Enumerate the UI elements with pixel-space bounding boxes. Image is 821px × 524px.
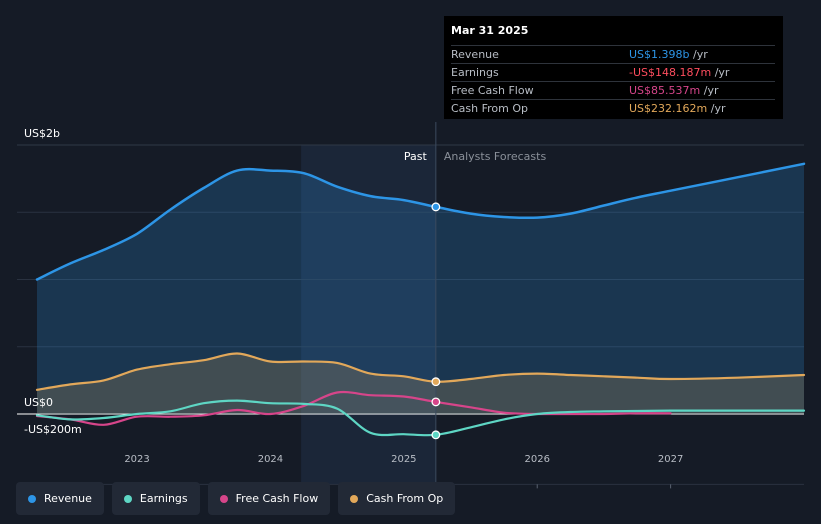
tooltip-row-earnings: Earnings -US$148.187m /yr	[451, 63, 775, 81]
legend-label: Earnings	[139, 492, 188, 505]
legend-label: Cash From Op	[366, 492, 444, 505]
tooltip-label: Cash From Op	[451, 102, 529, 115]
series-markers	[431, 202, 441, 440]
marker-cash-from-op	[431, 377, 441, 387]
tooltip-unit: /yr	[693, 48, 708, 61]
tooltip-row-free-cash-flow: Free Cash Flow US$85.537m /yr	[451, 81, 775, 99]
tooltip-label: Free Cash Flow	[451, 84, 534, 97]
area-cash-from-op	[37, 353, 804, 414]
forecast-label: Analysts Forecasts	[444, 150, 547, 163]
tooltip-value: US$85.537m	[629, 84, 701, 97]
tooltip-unit: /yr	[703, 84, 719, 97]
tooltip-unit: /yr	[710, 102, 726, 115]
legend: Revenue Earnings Free Cash Flow Cash Fro…	[16, 482, 456, 515]
y-axis-label: -US$200m	[24, 423, 82, 436]
series-areas	[37, 163, 804, 414]
legend-item-free-cash-flow[interactable]: Free Cash Flow	[207, 482, 331, 515]
legend-item-cash-from-op[interactable]: Cash From Op	[338, 482, 456, 515]
legend-label: Revenue	[44, 492, 92, 505]
line-cash-from-op	[35, 352, 806, 391]
past-label: Past	[404, 150, 428, 163]
legend-label: Free Cash Flow	[235, 492, 319, 505]
marker-revenue	[431, 202, 441, 212]
tooltip-date: Mar 31 2025	[451, 24, 529, 37]
legend-dot-icon	[350, 494, 359, 503]
x-tick-label: 2027	[658, 454, 683, 465]
series-lines	[35, 162, 806, 437]
legend-dot-icon	[123, 494, 132, 503]
line-revenue	[35, 162, 806, 281]
y-axis-labels: US$2b US$0 -US$200m	[24, 127, 82, 436]
tooltip-value: -US$148.187m	[629, 66, 712, 79]
line-earnings	[35, 399, 806, 437]
legend-item-revenue[interactable]: Revenue	[16, 482, 104, 515]
marker-earnings	[431, 430, 441, 440]
tooltip-label: Revenue	[451, 48, 499, 61]
line-free-cash-flow	[35, 390, 672, 426]
tooltip-value: US$1.398b	[629, 48, 690, 61]
x-tick-label: 2024	[258, 454, 283, 465]
legend-item-earnings[interactable]: Earnings	[111, 482, 200, 515]
x-tick-label: 2023	[124, 454, 149, 465]
y-axis-label: US$2b	[24, 127, 60, 140]
x-tick-label: 2026	[524, 454, 549, 465]
tooltip-value: US$232.162m	[629, 102, 708, 115]
legend-dot-icon	[28, 494, 36, 503]
tooltip: Mar 31 2025 Revenue US$1.398b /yr Earnin…	[444, 16, 783, 119]
x-tick-label: 2025	[391, 454, 416, 465]
tooltip-row-cash-from-op: Cash From Op US$232.162m /yr	[451, 99, 775, 117]
area-revenue	[37, 163, 804, 414]
tooltip-unit: /yr	[714, 66, 730, 79]
tooltip-label: Earnings	[451, 66, 499, 79]
y-axis-label: US$0	[24, 396, 53, 409]
marker-free-cash-flow	[431, 397, 441, 407]
tooltip-row-revenue: Revenue US$1.398b /yr	[451, 45, 775, 63]
legend-dot-icon	[219, 494, 228, 503]
